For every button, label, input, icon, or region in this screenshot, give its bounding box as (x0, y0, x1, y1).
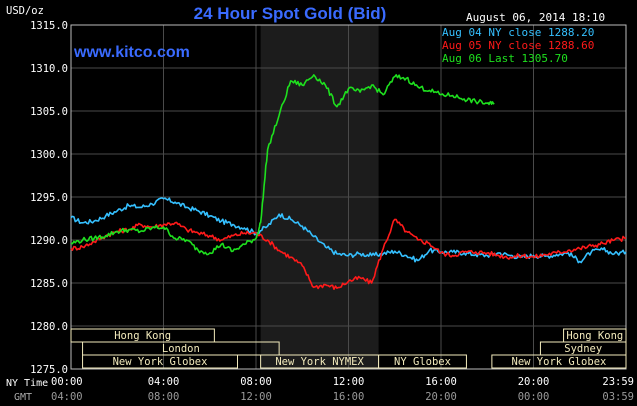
y-tick-label: 1295.0 (30, 192, 68, 204)
session-label: New York NYMEX (275, 356, 364, 368)
session-label: Sydney (564, 343, 602, 355)
x-tick-label-ny: 23:59 (602, 376, 634, 388)
legend-entry-aug06: Aug 06 Last 1305.70 (442, 52, 568, 65)
x-tick-label-gmt: 16:00 (333, 391, 365, 403)
y-axis-label: USD/oz (6, 5, 44, 17)
x-tick-label-gmt: 12:00 (240, 391, 272, 403)
x-tick-label-gmt: 00:00 (518, 391, 550, 403)
session-label: New York Globex (512, 356, 607, 368)
y-tick-label: 1305.0 (30, 106, 68, 118)
legend-entry-aug04: Aug 04 NY close 1288.20 (442, 26, 594, 39)
session-bar (378, 354, 467, 369)
session-label: New York Globex (113, 356, 208, 368)
gmt-label: GMT (14, 392, 32, 403)
x-axis-ny-tick-labels: 00:00 04:00 08:00 12:00 16:00 20:00 23:59 (51, 376, 634, 388)
session-label: NY Globex (394, 356, 451, 368)
x-tick-label-ny: 08:00 (240, 376, 272, 388)
grid-lines (71, 25, 626, 369)
y-tick-label: 1275.0 (30, 364, 68, 376)
x-tick-label-ny: 12:00 (333, 376, 365, 388)
ny-time-label: NY Time (6, 378, 48, 389)
price-series (70, 74, 627, 291)
x-tick-label-gmt: 20:00 (425, 391, 457, 403)
session-label: Hong Kong (566, 330, 623, 342)
y-axis-tick-labels: 1275.0 1280.0 1285.0 1290.0 1295.0 1300.0 1305… (30, 20, 68, 376)
source-watermark: www.kitco.com (73, 44, 190, 61)
x-axis-gmt-tick-labels: 04:00 08:00 12:00 16:00 20:00 00:00 03:59 (51, 391, 634, 403)
legend-entry-aug05: Aug 05 NY close 1288.60 (442, 39, 594, 52)
x-tick-label-ny: 20:00 (518, 376, 550, 388)
y-tick-label: 1310.0 (30, 63, 68, 75)
x-tick-label-ny: 00:00 (51, 376, 83, 388)
series-line-2 (70, 74, 495, 256)
session-label: London (162, 343, 200, 355)
session-bar (491, 354, 627, 369)
series-line-1 (70, 218, 627, 291)
chart-legend: Aug 04 NY close 1288.20 Aug 05 NY close … (442, 26, 594, 65)
session-label: Hong Kong (114, 330, 171, 342)
y-tick-label: 1290.0 (30, 235, 68, 247)
y-tick-label: 1300.0 (30, 149, 68, 161)
plot-frame (70, 24, 627, 370)
y-tick-label: 1280.0 (30, 321, 68, 333)
x-tick-label-gmt: 03:59 (602, 391, 634, 403)
series-line-0 (70, 197, 627, 264)
x-tick-label-ny: 16:00 (425, 376, 457, 388)
session-bar (82, 354, 238, 369)
y-tick-label: 1285.0 (30, 278, 68, 290)
x-tick-label-gmt: 08:00 (148, 391, 180, 403)
x-tick-label-gmt: 04:00 (51, 391, 83, 403)
y-tick-label: 1315.0 (30, 20, 68, 32)
x-tick-label-ny: 04:00 (148, 376, 180, 388)
date-stamp: August 06, 2014 18:10 (466, 11, 605, 24)
chart-title: 24 Hour Spot Gold (Bid) (194, 4, 387, 23)
